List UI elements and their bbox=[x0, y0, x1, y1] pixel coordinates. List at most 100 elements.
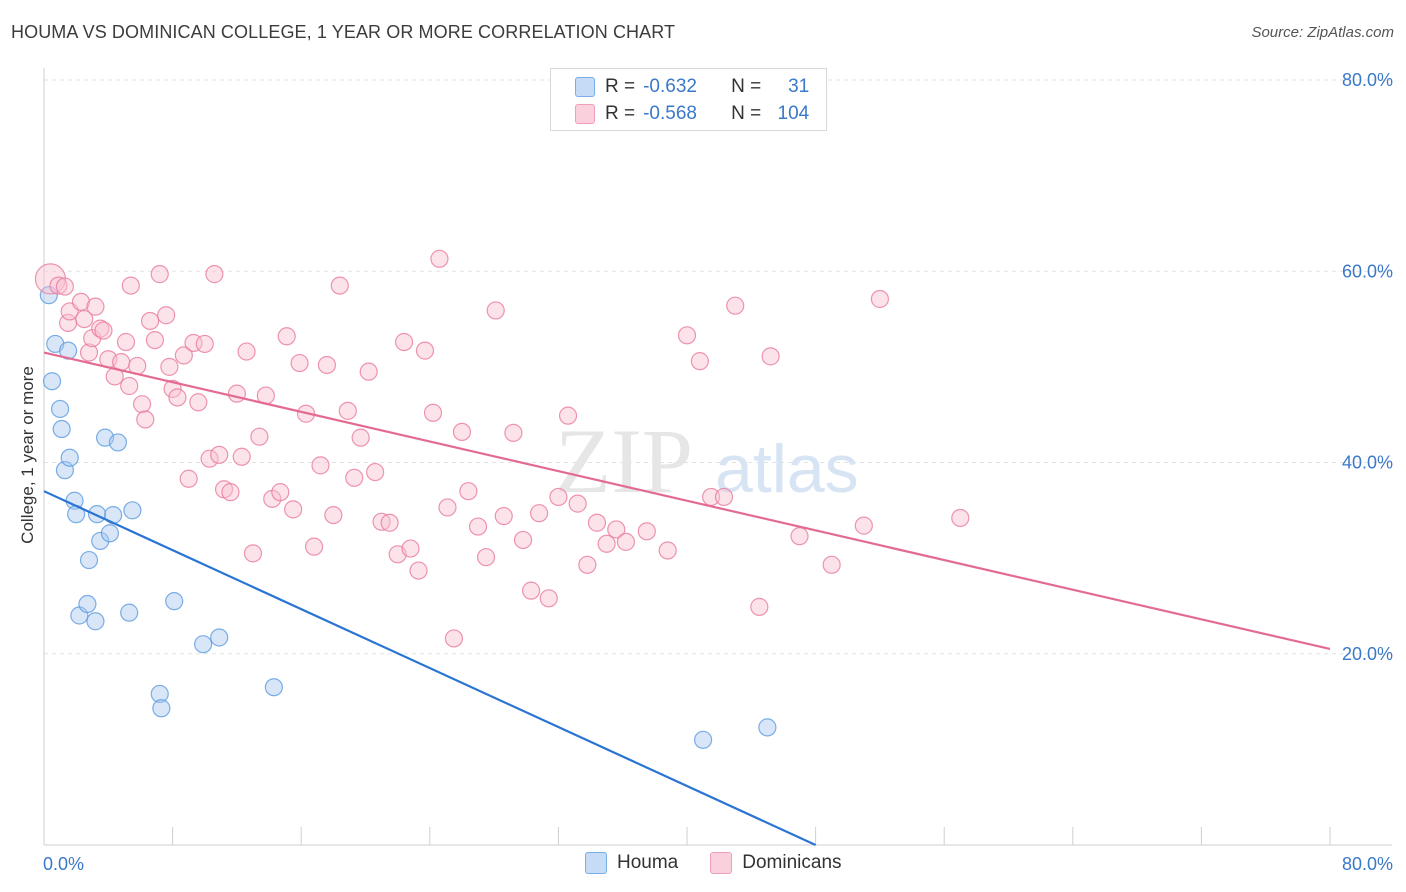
houma-point bbox=[87, 505, 107, 524]
n-label: N = bbox=[731, 103, 762, 124]
dominicans-point bbox=[438, 498, 457, 517]
dominicans-point bbox=[311, 456, 330, 475]
dominicans-point bbox=[494, 506, 513, 526]
houma-point bbox=[39, 286, 58, 305]
dominicans-swatch-icon bbox=[575, 104, 595, 124]
dominicans-point bbox=[75, 309, 94, 329]
houma-point bbox=[120, 603, 139, 622]
dominicans-point bbox=[271, 483, 290, 502]
x-tick-label: 80.0% bbox=[1342, 854, 1393, 874]
dominicans-point bbox=[539, 589, 558, 608]
y-tick-label: 80.0% bbox=[1342, 70, 1393, 90]
dominicans-point bbox=[330, 276, 349, 295]
dominicans-point bbox=[726, 296, 745, 315]
dominicans-point bbox=[444, 629, 464, 648]
houma-point bbox=[100, 524, 120, 543]
houma-point bbox=[86, 612, 105, 631]
dominicans-point bbox=[359, 362, 378, 381]
dominicans-legend-icon bbox=[710, 852, 733, 874]
houma-point bbox=[693, 730, 713, 749]
dominicans-point bbox=[116, 332, 136, 352]
dominicans-point bbox=[324, 505, 343, 525]
legend-item-houma[interactable]: Houma bbox=[585, 852, 678, 874]
dominicans-point bbox=[94, 321, 113, 340]
dominicans-point bbox=[317, 355, 337, 375]
dominicans-point bbox=[578, 555, 597, 574]
dominicans-point bbox=[616, 532, 636, 551]
houma-swatch-icon bbox=[575, 77, 595, 97]
dominicans-point bbox=[587, 513, 607, 532]
dominicans-point bbox=[205, 265, 224, 284]
dominicans-point bbox=[250, 427, 269, 446]
dominicans-point bbox=[338, 401, 357, 420]
dominicans-point bbox=[157, 306, 176, 325]
x-tick-label: 0.0% bbox=[43, 854, 84, 874]
dominicans-point bbox=[486, 301, 505, 320]
houma-point bbox=[108, 433, 128, 452]
houma-trend-line bbox=[43, 490, 817, 846]
dominicans-point bbox=[49, 276, 68, 295]
dominicans-point bbox=[677, 326, 697, 345]
dominicans-point bbox=[549, 487, 568, 507]
houma-legend-icon bbox=[585, 852, 607, 874]
dominicans-point bbox=[415, 341, 435, 360]
dominicans-point bbox=[168, 388, 187, 407]
dominicans-point bbox=[558, 406, 578, 425]
houma-point bbox=[165, 592, 184, 611]
legend-label-houma: Houma bbox=[617, 852, 679, 873]
n-label: N = bbox=[731, 76, 762, 97]
dominicans-point bbox=[34, 263, 67, 295]
dominicans-point bbox=[277, 327, 296, 346]
y-tick-label: 20.0% bbox=[1342, 644, 1393, 664]
dominicans-point bbox=[284, 500, 303, 519]
dominicans-point bbox=[136, 410, 155, 429]
dominicans-point bbox=[145, 331, 165, 350]
dominicans-point bbox=[854, 516, 873, 535]
dominicans-point bbox=[221, 483, 240, 502]
dominicans-point bbox=[504, 423, 523, 442]
dominicans-point bbox=[822, 555, 841, 574]
dominicans-point bbox=[476, 548, 496, 567]
houma-point bbox=[152, 699, 171, 718]
dominicans-point bbox=[530, 504, 549, 523]
dominicans-point bbox=[380, 513, 399, 532]
r-value: -0.568 bbox=[643, 103, 697, 124]
dominicans-point bbox=[160, 357, 179, 376]
dominicans-point bbox=[761, 347, 780, 366]
dominicans-point bbox=[86, 297, 105, 316]
dominicans-point bbox=[132, 395, 152, 414]
legend-item-dominicans[interactable]: Dominicans bbox=[710, 852, 842, 874]
dominicans-point bbox=[120, 376, 139, 396]
dominicans-point bbox=[607, 520, 626, 539]
houma-point bbox=[264, 678, 283, 697]
dominicans-point bbox=[91, 319, 110, 338]
r-label: R = bbox=[605, 103, 636, 124]
data-points bbox=[34, 249, 970, 749]
dominicans-point bbox=[174, 346, 193, 365]
dominicans-point bbox=[79, 343, 99, 362]
dominicans-point bbox=[790, 527, 809, 546]
dominicans-point bbox=[237, 342, 256, 361]
dominicans-point bbox=[870, 289, 890, 309]
dominicans-point bbox=[521, 581, 541, 600]
dominicans-point bbox=[232, 447, 251, 466]
source-label: Source: ZipAtlas.com bbox=[1251, 24, 1394, 41]
dominicans-point bbox=[140, 311, 160, 331]
trend-lines bbox=[43, 351, 1331, 846]
correlation-legend: R = -0.632 N = 31 R = -0.568 N = 104 bbox=[550, 68, 827, 131]
dominicans-point bbox=[200, 449, 219, 468]
r-label: R = bbox=[605, 76, 636, 97]
dominicans-point bbox=[351, 428, 370, 447]
series-legend: Houma Dominicans bbox=[585, 852, 874, 874]
dominicans-point bbox=[150, 265, 169, 284]
dominicans-point bbox=[394, 332, 414, 352]
dominicans-point bbox=[195, 334, 214, 354]
dominicans-point bbox=[304, 537, 324, 556]
legend-row-houma: R = -0.632 N = 31 bbox=[575, 75, 809, 99]
dominicans-point bbox=[468, 517, 488, 536]
dominicans-point bbox=[513, 530, 533, 550]
dominicans-point bbox=[366, 462, 385, 482]
axes bbox=[43, 68, 1392, 846]
houma-point bbox=[52, 419, 71, 439]
